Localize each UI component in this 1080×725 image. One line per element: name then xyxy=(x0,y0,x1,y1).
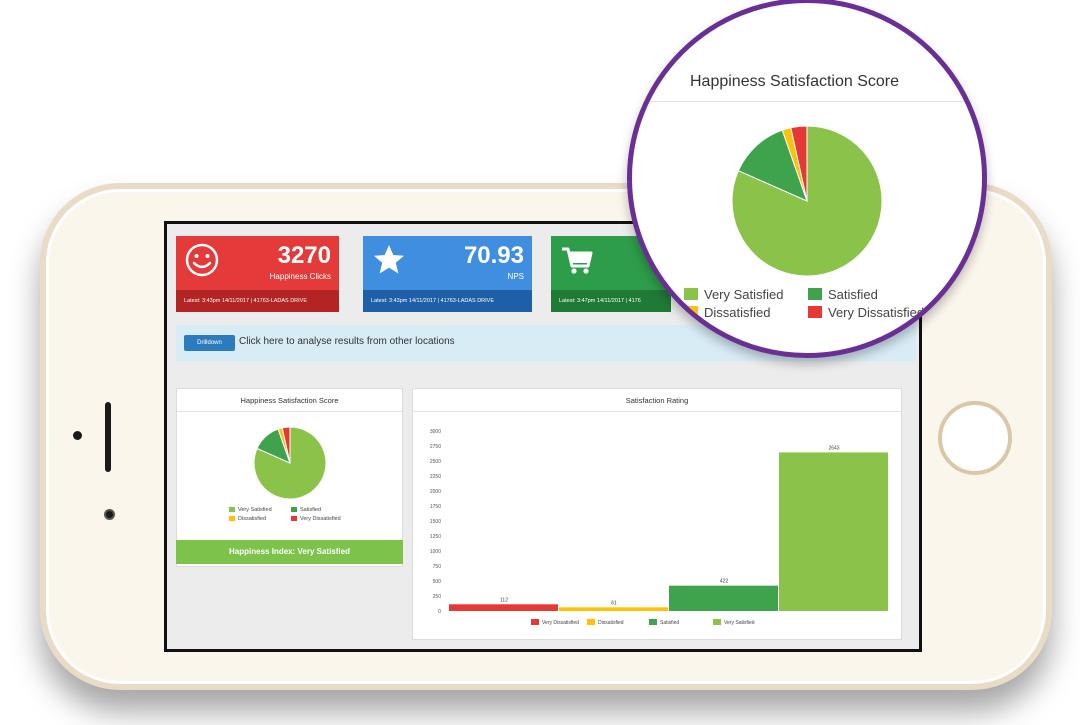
bar-very-satisfied xyxy=(779,452,888,611)
zoom-title: Happiness Satisfaction Score xyxy=(690,73,899,90)
tile-footer: Latest: 3:43pm 14/11/2017 | 41763-LADAS … xyxy=(176,290,339,312)
speaker-slot xyxy=(105,402,111,472)
pie-slice-very-dissatisfied xyxy=(790,125,808,202)
y-tick-label: 2750 xyxy=(430,444,441,450)
pie-card-title: Happiness Satisfaction Score xyxy=(177,389,402,412)
bar-value-label: 422 xyxy=(720,579,729,585)
y-tick-label: 1750 xyxy=(430,504,441,510)
small-pie-chart xyxy=(253,426,327,500)
pie-legend-very-satisfied: Very Satisfied xyxy=(229,507,272,513)
nps-tile[interactable]: 70.93 NPS Latest: 3:43pm 14/11/2017 | 41… xyxy=(363,236,532,312)
bar-legend-very-satisfied: Very Satisfied xyxy=(724,620,755,626)
zoom-legend-satisfied: Satisfied xyxy=(808,287,878,302)
home-button[interactable] xyxy=(938,401,1012,475)
y-tick-label: 1500 xyxy=(430,519,441,525)
bar-legend-swatch xyxy=(713,619,721,625)
happiness-index-bar: Happiness Index: Very Satisfied xyxy=(176,540,403,564)
bar-very-dissatisfied xyxy=(449,604,558,611)
y-tick-label: 3000 xyxy=(430,429,441,435)
happiness-clicks-value: 3270 xyxy=(277,242,331,269)
pie-slice-very-dissatisfied xyxy=(281,426,291,464)
camera-dot xyxy=(73,431,82,440)
bar-chart: 3000275025002250200017501500125010007505… xyxy=(430,429,888,626)
bar-legend-swatch xyxy=(531,619,539,625)
zoom-magnifier: Happiness Satisfaction Score Very Satisf… xyxy=(627,0,987,358)
y-tick-label: 750 xyxy=(433,564,442,570)
bar-value-label: 61 xyxy=(611,600,617,606)
y-tick-label: 1000 xyxy=(430,549,441,555)
y-tick-label: 2000 xyxy=(430,489,441,495)
happiness-clicks-label: Happiness Clicks xyxy=(269,272,331,281)
happiness-score-card: Happiness Satisfaction Score Very Satisf… xyxy=(176,388,403,567)
pie-slice-satisfied xyxy=(737,129,808,202)
y-tick-label: 0 xyxy=(438,609,441,615)
star-icon xyxy=(374,245,404,274)
drilldown-link[interactable]: Click here to analyse results from other… xyxy=(239,336,455,347)
nps-value: 70.93 xyxy=(463,242,524,269)
bar-legend-dissatisfied: Dissatisfied xyxy=(598,620,624,626)
tile-footer: Latest: 3:47pm 14/11/2017 | 4176 xyxy=(551,290,671,312)
bar-legend-very-dissatisfied: Very Dissatisfied xyxy=(542,620,579,626)
bar-legend-swatch xyxy=(649,619,657,625)
smiley-icon xyxy=(185,243,219,277)
drilldown-button[interactable]: Drilldown xyxy=(184,335,235,351)
sensor-dot xyxy=(104,509,115,520)
y-tick-label: 1250 xyxy=(430,534,441,540)
bar-legend-satisfied: Satisfied xyxy=(660,620,679,626)
zoom-legend-dissatisfied: Dissatisfied xyxy=(684,305,770,320)
cart-tile[interactable]: Latest: 3:47pm 14/11/2017 | 4176 xyxy=(551,236,671,312)
bar-legend-swatch xyxy=(587,619,595,625)
y-tick-label: 2500 xyxy=(430,459,441,465)
pie-legend-satisfied: Satisfied xyxy=(291,507,321,513)
bar-value-label: 2643 xyxy=(828,445,839,451)
bar-dissatisfied xyxy=(559,607,668,611)
zoom-legend-very-dissatisfied: Very Dissatisfied xyxy=(808,305,924,320)
zoom-divider xyxy=(632,101,982,102)
bar-card-title: Satisfaction Rating xyxy=(413,389,901,412)
bar-value-label: 112 xyxy=(500,597,508,603)
y-tick-label: 250 xyxy=(433,594,442,600)
satisfaction-rating-card: Satisfaction Rating 3000 2750 2500 2250 2000… xyxy=(412,388,902,640)
y-tick-label: 500 xyxy=(433,579,442,585)
tile-footer: Latest: 3:43pm 14/11/2017 | 41763-LADAS … xyxy=(363,290,532,312)
cart-icon xyxy=(562,247,593,274)
y-tick-label: 2250 xyxy=(430,474,441,480)
pie-legend-very-dissatisfied: Very Dissatisfied xyxy=(291,516,341,522)
zoom-pie-chart xyxy=(731,125,883,277)
pie-legend-dissatisfied: Dissatisfied xyxy=(229,516,266,522)
bar-satisfied xyxy=(669,585,778,611)
happiness-clicks-tile[interactable]: 3270 Happiness Clicks Latest: 3:43pm 14/… xyxy=(176,236,339,312)
pie-slice-very-satisfied xyxy=(253,426,327,500)
nps-label: NPS xyxy=(507,272,524,281)
zoom-legend-very-satisfied: Very Satisfied xyxy=(684,287,784,302)
